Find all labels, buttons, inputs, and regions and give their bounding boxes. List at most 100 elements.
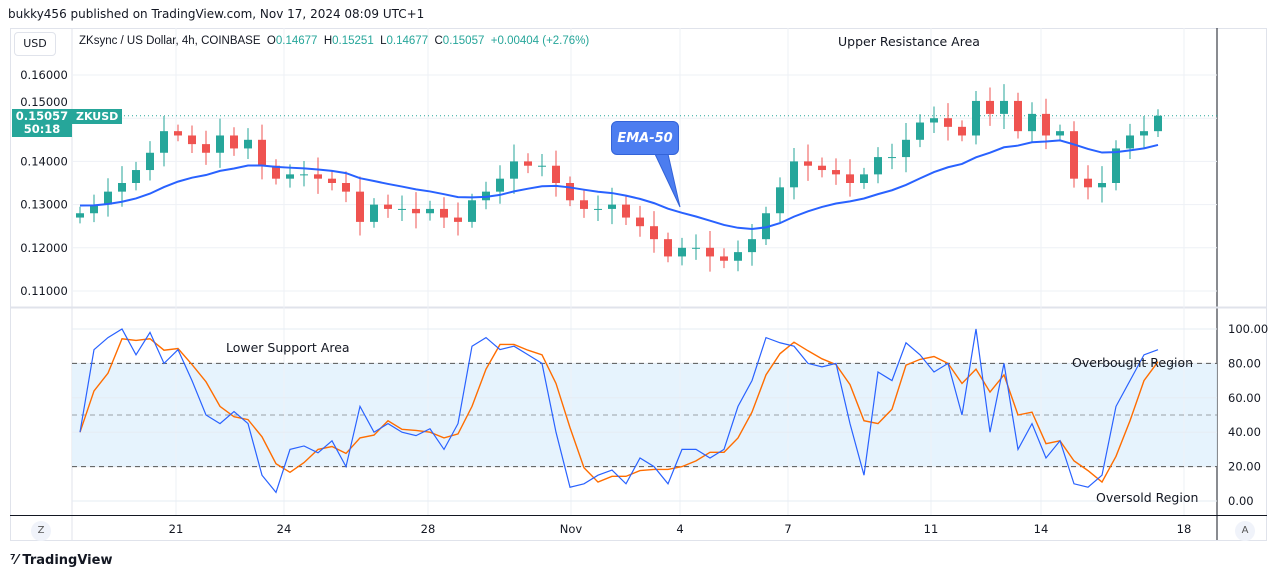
candle-body — [1000, 100, 1008, 114]
candle-body — [636, 217, 644, 227]
candle-body — [608, 204, 616, 209]
candle-body — [762, 213, 770, 240]
candle — [748, 224, 756, 266]
change-value: +0.00404 (+2.76%) — [490, 35, 590, 47]
ohlc-legend: ZKsync / US Dollar, 4h, COINBASE O0.1467… — [79, 35, 589, 47]
x-tick-label: 7 — [784, 522, 791, 536]
candle — [804, 144, 812, 181]
candle-body — [944, 118, 952, 127]
candle-body — [76, 213, 84, 218]
candle — [776, 177, 784, 223]
z-button[interactable]: Z — [31, 521, 51, 541]
candle-body — [580, 200, 588, 209]
x-tick-label: 18 — [1177, 522, 1192, 536]
candle-body — [776, 187, 784, 214]
candle — [1014, 92, 1022, 139]
candle-body — [594, 208, 602, 210]
candle-body — [398, 208, 406, 210]
candle-body — [1154, 115, 1162, 132]
candle — [454, 202, 462, 236]
x-tick-label: 21 — [169, 522, 184, 536]
candle — [1084, 165, 1092, 200]
x-tick-label: 28 — [421, 522, 436, 536]
candle-body — [468, 200, 476, 222]
candle-body — [930, 118, 938, 123]
candle — [174, 124, 182, 142]
logo-icon: ⁷⁄ — [10, 553, 18, 568]
candle-body — [454, 217, 462, 222]
candle-body — [1112, 148, 1120, 183]
candle — [972, 90, 980, 145]
candle — [272, 159, 280, 185]
ema-callout-pointer — [654, 153, 681, 208]
candle-body — [426, 208, 434, 214]
candle-body — [958, 126, 966, 136]
candle — [202, 130, 210, 165]
candle-body — [734, 252, 742, 261]
candle — [132, 161, 140, 191]
candle — [188, 125, 196, 154]
candle — [706, 230, 714, 272]
candle — [580, 190, 588, 218]
candle-body — [846, 174, 854, 183]
candle — [412, 192, 420, 229]
candle — [1154, 109, 1162, 137]
candle-body — [496, 178, 504, 192]
candle — [244, 128, 252, 159]
candle-body — [664, 239, 672, 257]
candle — [1140, 116, 1148, 150]
candle — [944, 103, 952, 141]
candle-body — [328, 178, 336, 183]
candle — [342, 171, 350, 203]
candle-body — [440, 208, 448, 218]
candle-body — [538, 165, 546, 167]
candle-body — [622, 204, 630, 218]
candle-body — [258, 139, 266, 166]
y-tick-label: 20.00 — [1228, 460, 1261, 474]
candle-body — [790, 161, 798, 188]
open-label: O — [266, 35, 276, 47]
candle — [384, 194, 392, 218]
candle — [356, 176, 364, 236]
candle-body — [146, 152, 154, 171]
auto-scale-button[interactable]: A — [1235, 521, 1255, 541]
candle-body — [706, 247, 714, 257]
candle-body — [650, 226, 658, 240]
candle-body — [1056, 131, 1064, 136]
candle-body — [524, 161, 532, 166]
last-price: 0.15057 — [15, 109, 69, 123]
candle — [818, 157, 826, 178]
candle-body — [818, 165, 826, 171]
candle-body — [678, 247, 686, 257]
candle — [510, 144, 518, 194]
candle — [930, 106, 938, 134]
candle-body — [188, 135, 196, 145]
currency-button[interactable]: USD — [14, 32, 56, 56]
candle — [762, 206, 770, 245]
x-tick-label: 11 — [924, 522, 939, 536]
candle — [986, 87, 994, 126]
candle-body — [1084, 178, 1092, 188]
candle — [90, 194, 98, 223]
candle-body — [412, 208, 420, 214]
candle — [216, 118, 224, 168]
candle — [1056, 124, 1064, 142]
low-value: 0.14677 — [386, 35, 429, 47]
close-value: 0.15057 — [442, 35, 485, 47]
candle-body — [104, 191, 112, 205]
candle — [1000, 84, 1008, 130]
candle-body — [1098, 183, 1106, 188]
candle-body — [566, 183, 574, 201]
candle-body — [510, 161, 518, 179]
candle — [902, 122, 910, 173]
chart-frame — [10, 28, 1267, 541]
y-tick-label: 40.00 — [1228, 425, 1261, 439]
candle-body — [1070, 131, 1078, 179]
candle — [650, 211, 658, 253]
candle-body — [1126, 135, 1134, 149]
candle — [664, 232, 672, 263]
candle-body — [244, 139, 252, 149]
candle-body — [874, 157, 882, 175]
close-label: C — [434, 35, 443, 47]
